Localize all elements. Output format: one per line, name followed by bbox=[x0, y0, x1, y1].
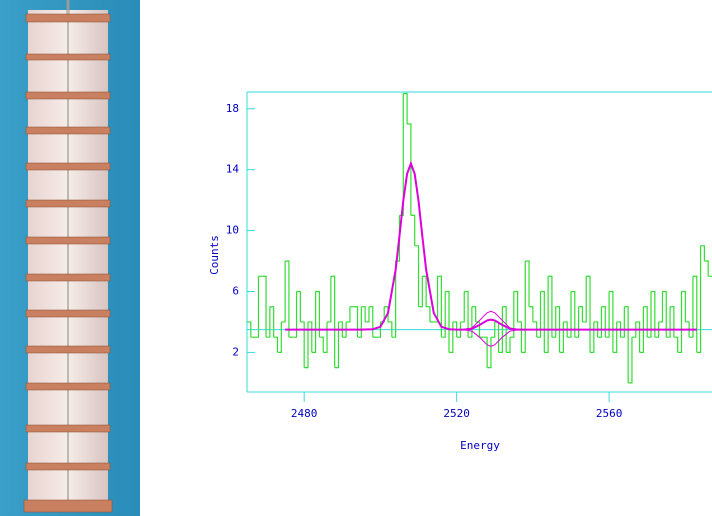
histogram-step bbox=[411, 215, 415, 245]
x-axis-label: Energy bbox=[460, 439, 500, 452]
histogram-step bbox=[274, 337, 278, 352]
histogram-step bbox=[346, 307, 350, 322]
y-tick-label: 2 bbox=[232, 345, 239, 358]
page: {"chart_data": { "type": "histogram", "x… bbox=[0, 0, 712, 516]
histogram-step bbox=[659, 291, 663, 321]
y-axis-label: Counts bbox=[208, 235, 221, 275]
y-tick-label: 18 bbox=[226, 102, 239, 115]
y-tick-label: 10 bbox=[226, 224, 239, 237]
x-tick-label: 2520 bbox=[443, 407, 470, 420]
histogram-step bbox=[327, 276, 331, 322]
histogram-step bbox=[704, 261, 708, 276]
histogram-step bbox=[319, 337, 323, 352]
histogram-step bbox=[262, 276, 266, 337]
histogram-step bbox=[354, 307, 358, 337]
x-tick-label: 2480 bbox=[291, 407, 318, 420]
photo bbox=[0, 0, 140, 516]
histogram-step bbox=[426, 307, 430, 322]
histogram-step bbox=[529, 307, 533, 322]
histogram-step bbox=[674, 337, 678, 352]
histogram-step bbox=[460, 291, 464, 321]
histogram-step bbox=[415, 246, 419, 307]
plot: Counts Energy 2 6 10 14 18 2480 2520 2560 bbox=[208, 92, 712, 452]
y-tick-label: 14 bbox=[226, 163, 240, 176]
histogram-step bbox=[518, 322, 522, 352]
histogram-step bbox=[281, 261, 285, 322]
histogram-step bbox=[255, 276, 259, 337]
histogram-step bbox=[399, 94, 403, 216]
figure: Counts Energy 2 6 10 14 18 2480 2520 2560 bbox=[0, 0, 712, 516]
fit-curve bbox=[285, 164, 697, 330]
x-tick-label: 2560 bbox=[596, 407, 623, 420]
y-tick-label: 6 bbox=[232, 284, 239, 297]
